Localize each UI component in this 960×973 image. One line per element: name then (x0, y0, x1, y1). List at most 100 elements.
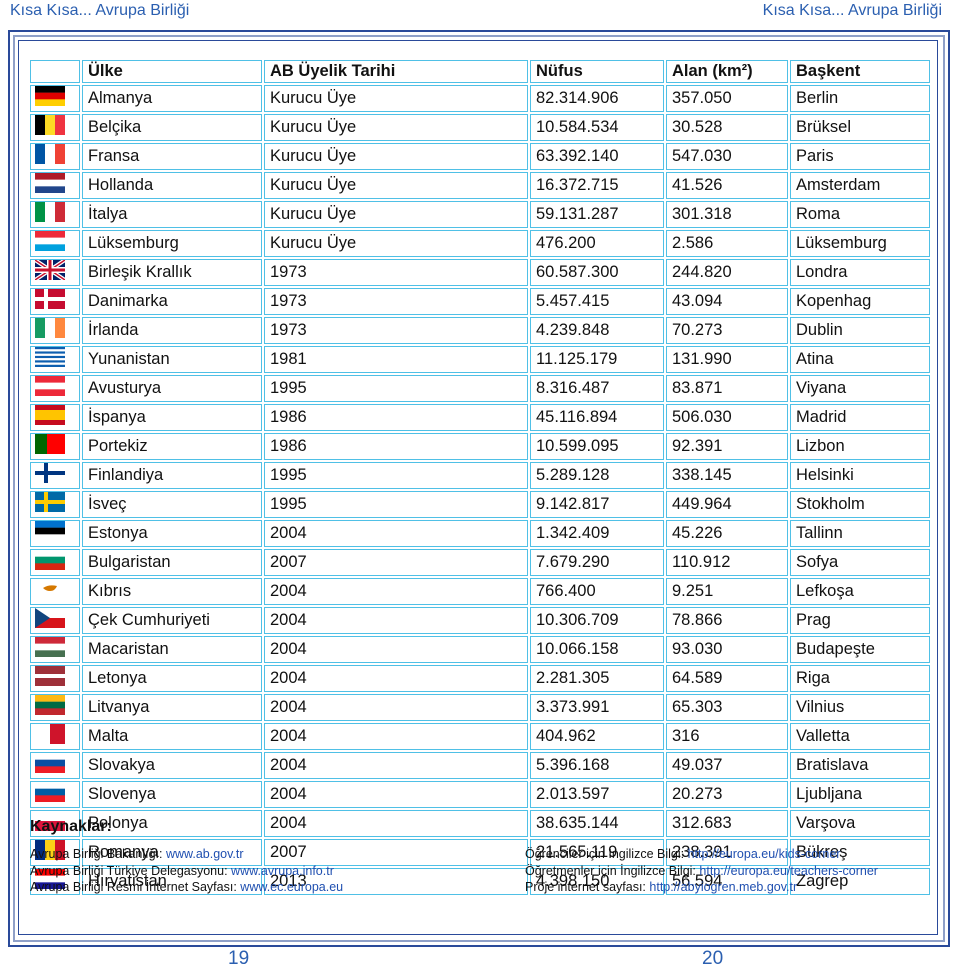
flag (35, 868, 65, 889)
flag-part (35, 143, 46, 164)
table-cell: 1986 (264, 403, 528, 431)
flag-cell (30, 461, 80, 489)
table-row: Bulgaristan 2007 7.679.290 110.912 Sofya (30, 548, 930, 576)
table-row: Çek Cumhuriyeti 2004 10.306.709 78.866 Prag (30, 606, 930, 634)
flag-part (35, 98, 65, 106)
flag (35, 346, 65, 367)
flag-part (35, 556, 65, 564)
table-cell: Kopenhag (790, 287, 930, 315)
sources-right: Öğrenciler için İngilizce Bilgi: http://… (525, 846, 878, 896)
table-cell: 10.306.709 (530, 606, 664, 634)
table-row: Fransa Kurucu Üye 63.392.140 547.030 Paris (30, 142, 930, 170)
flag (35, 549, 65, 570)
flag-part (35, 388, 65, 396)
table-cell: 10.599.095 (530, 432, 664, 460)
flag-part (35, 810, 65, 821)
flag-part (35, 419, 65, 425)
table-cell: Londra (790, 258, 930, 286)
table-row: Litvanya 2004 3.373.991 65.303 Vilnius (30, 693, 930, 721)
flag-part (35, 357, 65, 361)
source-link[interactable]: http://europa.eu/teachers-corner (699, 863, 878, 878)
eu-table: Ülke AB Üyelik Tarihi Nüfus Alan (km²) Başke… (28, 58, 932, 897)
flag-part (55, 201, 66, 222)
table-row: Portekiz 1986 10.599.095 92.391 Lizbon (30, 432, 930, 460)
table-cell: Kurucu Üye (264, 200, 528, 228)
flag-cell (30, 432, 80, 460)
table-cell: 59.131.287 (530, 200, 664, 228)
table-cell: 82.314.906 (530, 84, 664, 112)
flag-cell (30, 751, 80, 779)
table-cell: 110.912 (666, 548, 788, 576)
flag (35, 201, 66, 222)
source-link[interactable]: http://europa.eu/kids-corner (687, 847, 841, 861)
table-cell: Estonya (82, 519, 262, 547)
table-cell: 3.373.991 (530, 693, 664, 721)
table-cell: 2004 (264, 809, 528, 837)
flag-part (35, 868, 65, 876)
table-cell: 64.589 (666, 664, 788, 692)
flag-part (35, 185, 65, 193)
flag (35, 85, 65, 106)
flag-part (35, 820, 65, 831)
flag (35, 404, 65, 425)
table-cell: 16.372.715 (530, 171, 664, 199)
table-cell: 238.391 (666, 838, 788, 866)
flag-part (35, 839, 46, 860)
table-row: Finlandiya 1995 5.289.128 338.145 Helsinki (30, 461, 930, 489)
flag (35, 839, 66, 860)
table-cell: Berlin (790, 84, 930, 112)
column-header: Başkent (790, 60, 930, 83)
flag (35, 520, 65, 541)
source-link[interactable]: www.ab.gov.tr (165, 847, 244, 861)
frame (8, 30, 950, 947)
page-number: 19 (228, 948, 250, 969)
flag-part (35, 607, 65, 618)
table-cell: Slovenya (82, 780, 262, 808)
flag-cell (30, 809, 80, 837)
source-link[interactable]: www.avrupa.info.tr (231, 863, 334, 878)
flag-part (35, 875, 65, 883)
flag-cell (30, 257, 80, 286)
flag-part (35, 694, 65, 702)
table-cell: İtalya (82, 200, 262, 228)
table-row: İtalya Kurucu Üye 59.131.287 301.318 Roma (30, 200, 930, 228)
flag-part (35, 649, 65, 657)
source-link[interactable]: www.ec.europa.eu (240, 880, 344, 894)
flag-part (45, 839, 56, 860)
source-label: Avrupa Birliği Türkiye Delegasyonu: (30, 863, 228, 878)
table-cell: 4.398.150 (530, 867, 664, 895)
table-cell: 2007 (264, 838, 528, 866)
table-cell: 93.030 (666, 635, 788, 663)
flag (35, 607, 65, 628)
table-cell: Brüksel (790, 113, 930, 141)
flag-part (35, 794, 65, 802)
table-cell: Valletta (790, 722, 930, 750)
table-cell: 2004 (264, 577, 528, 605)
table-cell: 2.586 (666, 229, 788, 257)
table-cell: Bulgaristan (82, 548, 262, 576)
flag-part (35, 346, 65, 350)
table-cell: Bratislava (790, 751, 930, 779)
flag-part (35, 359, 65, 363)
table-cell: 476.200 (530, 229, 664, 257)
table-cell: 2004 (264, 635, 528, 663)
table-cell: Kurucu Üye (264, 142, 528, 170)
table-cell: Amsterdam (790, 171, 930, 199)
table-cell: 449.964 (666, 490, 788, 518)
table-cell: Slovakya (82, 751, 262, 779)
table-cell: Bükreş (790, 838, 930, 866)
flag-part (35, 759, 65, 767)
table-cell: 1.342.409 (530, 519, 664, 547)
table-cell: Yunanistan (82, 345, 262, 373)
table-cell: 70.273 (666, 316, 788, 344)
source-link[interactable]: http://abyiogren.meb.gov.tr (649, 880, 798, 894)
flag-cell (30, 229, 80, 257)
flag (35, 317, 66, 338)
table-row: Letonya 2004 2.281.305 64.589 Riga (30, 664, 930, 692)
table-cell: 60.587.300 (530, 258, 664, 286)
table-cell: Sofya (790, 548, 930, 576)
page-number: 20 (702, 948, 724, 969)
flag-part (35, 114, 46, 135)
flag-part (59, 433, 66, 454)
flag (35, 752, 65, 773)
